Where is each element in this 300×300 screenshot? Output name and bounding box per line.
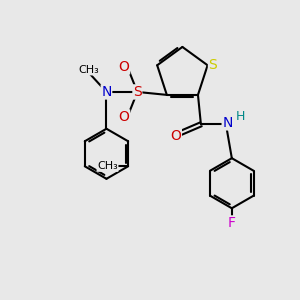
Text: N: N — [222, 116, 233, 130]
Text: H: H — [236, 110, 245, 123]
Text: S: S — [208, 58, 217, 72]
Text: S: S — [133, 85, 142, 99]
Text: CH₃: CH₃ — [78, 65, 99, 75]
Text: O: O — [119, 60, 130, 74]
Text: F: F — [228, 216, 236, 230]
Text: O: O — [119, 110, 130, 124]
Text: N: N — [101, 85, 112, 99]
Text: O: O — [170, 129, 181, 143]
Text: CH₃: CH₃ — [97, 161, 118, 171]
